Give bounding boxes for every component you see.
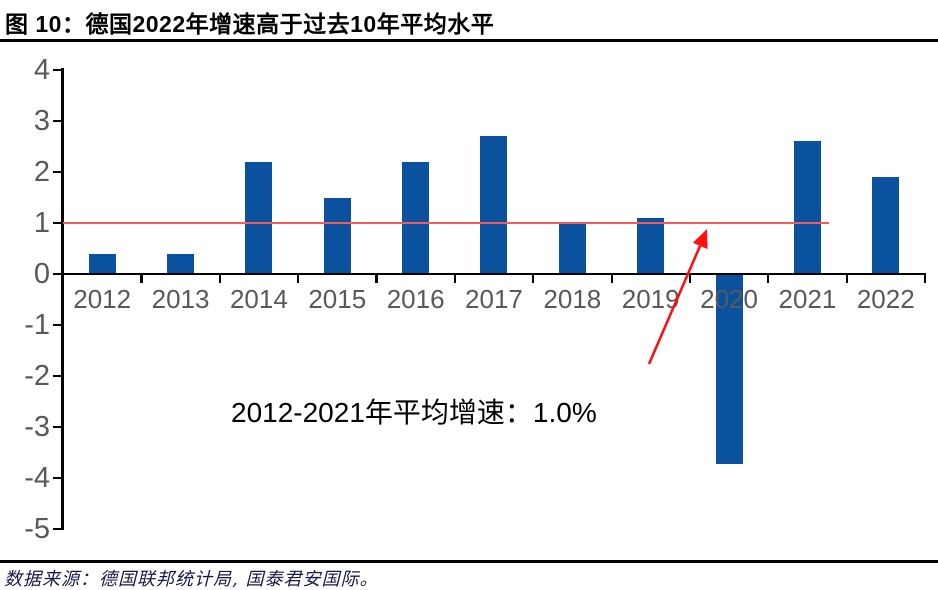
x-tick-label: 2021 xyxy=(778,284,837,314)
x-tick-label: 2019 xyxy=(621,284,680,314)
bar xyxy=(872,177,900,274)
x-axis xyxy=(61,272,926,276)
y-axis-tick xyxy=(53,222,62,225)
y-axis-tick xyxy=(53,171,62,174)
x-axis-tick xyxy=(688,275,692,283)
y-axis xyxy=(61,68,64,530)
y-tick-label: -5 xyxy=(24,513,50,545)
y-tick-label: -1 xyxy=(24,309,50,341)
bar xyxy=(167,253,195,274)
x-axis-tick xyxy=(610,275,613,283)
bar xyxy=(558,223,586,274)
y-tick-label: -4 xyxy=(24,462,50,494)
y-tick-label: 2 xyxy=(33,156,50,188)
x-tick-label: 2016 xyxy=(386,284,445,314)
x-axis-tick xyxy=(532,275,535,283)
title-divider xyxy=(0,39,938,42)
source-note: 数据来源：德国联邦统计局, 国泰君安国际。 xyxy=(4,569,379,590)
x-axis-tick xyxy=(297,275,300,283)
x-tick-label: 2012 xyxy=(73,284,132,314)
x-tick-label: 2020 xyxy=(700,284,758,314)
bar xyxy=(480,136,508,274)
average-annotation-label: 2012-2021年平均增速：1.0% xyxy=(231,397,597,428)
y-axis-tick xyxy=(53,273,62,276)
bar xyxy=(88,253,116,274)
y-tick-label: 1 xyxy=(33,207,50,239)
x-tick-label: 2014 xyxy=(229,284,288,314)
source-divider xyxy=(0,560,938,563)
x-tick-label: 2018 xyxy=(543,284,602,314)
bar xyxy=(715,275,743,464)
bar xyxy=(402,161,430,274)
y-axis-tick xyxy=(53,69,62,72)
x-axis-tick xyxy=(218,275,221,283)
y-axis-tick xyxy=(53,375,62,378)
y-tick-label: 0 xyxy=(33,258,50,290)
x-axis-tick xyxy=(453,275,456,283)
y-tick-label: 4 xyxy=(33,54,50,86)
x-axis-tick xyxy=(140,275,143,283)
x-tick-label: 2013 xyxy=(151,284,210,314)
y-tick-label: -2 xyxy=(24,360,50,392)
x-axis-tick xyxy=(845,275,848,283)
x-tick-label: 2022 xyxy=(856,284,915,314)
x-tick-label: 2017 xyxy=(465,284,523,314)
average-reference-line xyxy=(63,222,829,224)
y-axis-tick xyxy=(53,324,62,327)
x-axis-tick xyxy=(62,275,65,283)
y-axis-tick xyxy=(53,528,62,531)
y-axis-tick xyxy=(53,426,62,429)
bar xyxy=(793,141,821,274)
figure-title: 图 10：德国2022年增速高于过去10年平均水平 xyxy=(5,11,495,37)
x-tick-label: 2015 xyxy=(308,284,367,314)
y-tick-label: 3 xyxy=(33,105,50,137)
x-axis-tick xyxy=(767,275,770,283)
y-axis-tick xyxy=(53,120,62,123)
bar xyxy=(245,161,273,274)
y-axis-tick xyxy=(53,477,62,480)
x-axis-tick xyxy=(923,275,927,283)
y-tick-label: -3 xyxy=(24,411,50,443)
x-axis-tick xyxy=(375,275,378,283)
bar xyxy=(323,197,351,274)
bar xyxy=(637,217,665,274)
